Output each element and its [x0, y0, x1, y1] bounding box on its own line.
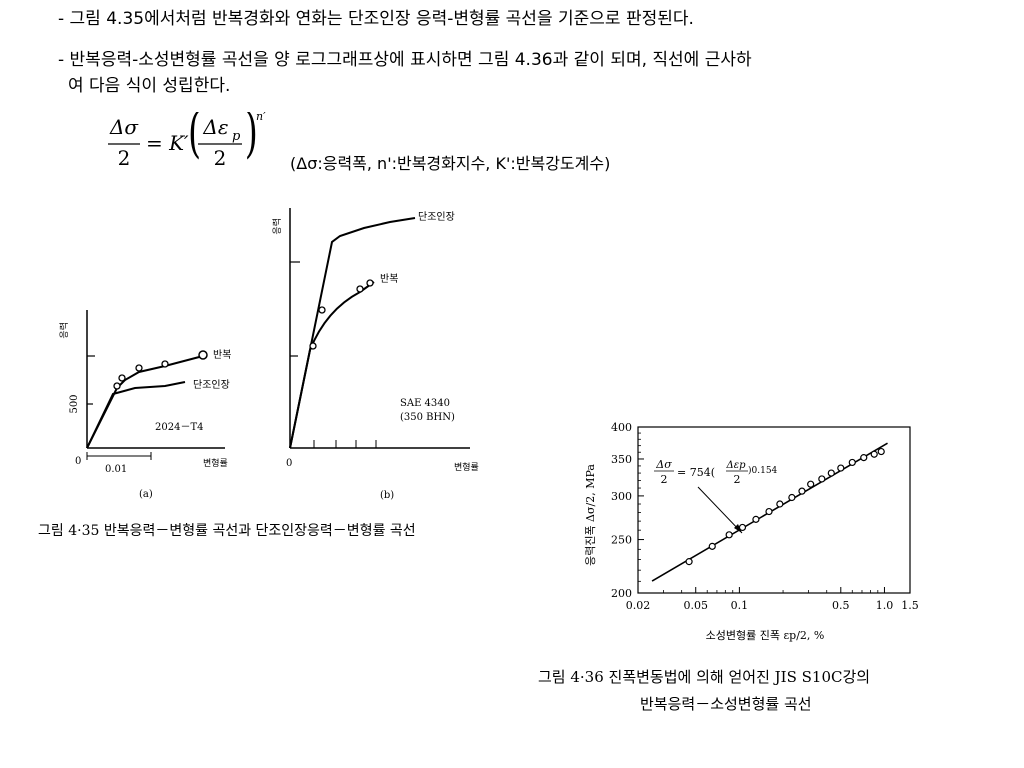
fig435a-ylabel: 응력 — [58, 322, 70, 339]
fig436-equation: Δσ 2 = 754( Δεp 2 )0.154 — [654, 458, 778, 486]
fig436-eq-exp: )0.154 — [748, 465, 778, 476]
equation-rhs-num: Δε — [202, 115, 228, 139]
fig435b-material2: (350 BHN) — [400, 412, 455, 423]
fig435a-sub: (a) — [139, 489, 153, 500]
fig436-eq-mid: = 754( — [677, 466, 715, 479]
fig436-xtick-label-5: 1.5 — [901, 599, 919, 612]
fig436-point-13 — [848, 458, 856, 467]
fig436-point-7 — [788, 493, 796, 502]
fig436-point-1 — [708, 542, 716, 550]
fig436-plot-frame — [637, 426, 911, 594]
fig435a-material: 2024－T4 — [155, 422, 203, 433]
fig436-eq-rhs-den: 2 — [734, 473, 741, 486]
fig436-eq-lhs-num: Δσ — [655, 458, 672, 471]
equation-legend: (Δσ:응력폭, n':반복경화지수, K':반복강도계수) — [290, 154, 611, 173]
fig436-point-12 — [837, 464, 845, 472]
fig435a-label-cyclic: 반복 — [213, 349, 231, 361]
fig436-xtick-label-3: 0.5 — [832, 599, 850, 612]
fig435b-label-cyclic: 반복 — [380, 273, 398, 285]
fig436-point-16 — [877, 447, 885, 456]
fig436-ylabel: 응력진폭 Δσ/2, MPa — [584, 464, 597, 566]
fig435a-x001: 0.01 — [105, 464, 127, 475]
fig436-xtick-label-1: 0.05 — [683, 599, 708, 612]
svg-text:(: ( — [188, 112, 201, 164]
fig435a-zero: 0 — [75, 456, 81, 467]
fig436-point-10 — [818, 475, 826, 483]
fig436-ytick-label-3: 350 — [611, 453, 632, 466]
equation-lhs-den: 2 — [118, 146, 131, 170]
equation-lhs-num: Δσ — [109, 115, 139, 139]
fig435a-xlabel: 변형률 — [203, 458, 228, 469]
fig435b-material1: SAE 4340 — [400, 398, 450, 409]
equation-rhs-den: 2 — [214, 146, 227, 170]
equation-equals: = K′ — [146, 131, 189, 155]
figure-4-36-chart: 응력진폭 Δσ/2, MPa 소성변형률 진폭 εp/2, % Δσ 2 = 7… — [584, 421, 919, 642]
fig435b-xlabel: 변형률 — [454, 462, 479, 473]
fig436-xlabel: 소성변형률 진폭 εp/2, % — [706, 629, 825, 642]
fig436-point-0 — [685, 558, 693, 566]
fig435b-sub: (b) — [380, 490, 394, 501]
fig435a-label-mono: 단조인장 — [193, 379, 230, 391]
figure-4-35b: 응력 0 변형률 단조인장 반복 SAE 4340 (350 BHN) (b) — [271, 208, 479, 501]
text-line-2: - 반복응력-소성변형률 곡선을 양 로그그래프상에 표시하면 그림 4.36과… — [58, 50, 752, 70]
figure-4-35a: 응력 500 0 0.01 변형률 반복 단조인장 2024－T4 (a) — [58, 310, 231, 500]
text-line-3: 여 다음 식이 성립한다. — [68, 76, 231, 96]
fig436-ytick-label-2: 300 — [611, 490, 632, 503]
svg-text:): ) — [245, 112, 258, 164]
fig435b-zero: 0 — [286, 458, 292, 469]
text-line-1: - 그림 4.35에서처럼 반복경화와 연화는 단조인장 응력-변형률 곡선을 … — [58, 9, 694, 29]
fig436-ytick-label-1: 250 — [611, 534, 632, 547]
fig436-eq-rhs-num: Δεp — [726, 460, 747, 471]
equation-exponent: n′ — [256, 112, 266, 123]
fig436-point-8 — [798, 487, 806, 495]
fig436-eq-lhs-den: 2 — [661, 473, 668, 486]
fig436-point-4 — [752, 515, 760, 523]
fig436-ytick-label-0: 200 — [611, 587, 632, 600]
fig435a-y500: 500 — [69, 394, 80, 413]
equation: Δσ 2 = K′ ( Δε p 2 ) n′ — [108, 112, 266, 170]
fig436-point-14 — [860, 454, 868, 462]
fig436-xtick-label-4: 1.0 — [876, 599, 894, 612]
fig435-caption: 그림 4·35 반복응력－변형률 곡선과 단조인장응력－변형률 곡선 — [38, 523, 416, 539]
fig436-point-5 — [765, 507, 773, 516]
fig436-point-15 — [870, 450, 878, 458]
fig436-point-2 — [725, 531, 733, 539]
equation-rhs-sub: p — [232, 129, 241, 144]
fig435b-ylabel: 응력 — [271, 218, 283, 235]
fig436-point-9 — [807, 480, 815, 488]
fig436-xtick-label-0: 0.02 — [626, 599, 651, 612]
fig436-caption-2: 반복응력－소성변형률 곡선 — [640, 695, 812, 713]
fig436-point-11 — [827, 469, 835, 477]
fig436-xtick-label-2: 0.1 — [731, 599, 749, 612]
fig436-point-6 — [776, 500, 784, 508]
fig436-caption-1: 그림 4·36 진폭변동법에 의해 얻어진 JIS S10C강의 — [538, 668, 871, 686]
fig436-point-3 — [738, 523, 747, 532]
fig436-ytick-label-4: 400 — [611, 421, 632, 434]
fig435b-label-mono: 단조인장 — [418, 211, 455, 223]
